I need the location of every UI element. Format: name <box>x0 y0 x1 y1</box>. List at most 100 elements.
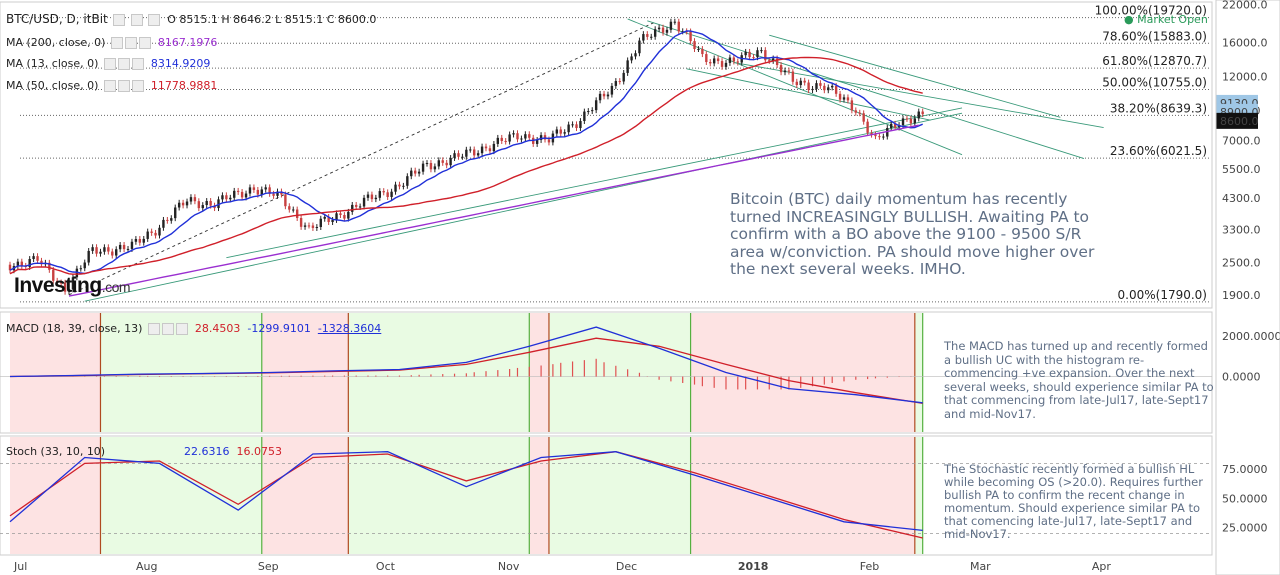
candle-body <box>118 244 122 250</box>
candle-body <box>815 83 818 89</box>
candle-body <box>469 149 472 151</box>
ma13-close-icon[interactable] <box>131 58 144 70</box>
candle-body <box>421 163 425 172</box>
price-tick-label: 4300.0 <box>1222 192 1261 205</box>
candle-body <box>307 225 311 227</box>
candle-body <box>414 170 417 174</box>
candle-body <box>295 209 299 218</box>
date-tick-label: Mar <box>970 560 991 573</box>
trend-line <box>627 18 963 156</box>
ma13-settings-icon[interactable] <box>117 58 130 70</box>
candle-body <box>764 50 767 61</box>
settings-icon[interactable] <box>130 14 143 26</box>
regime-band <box>100 437 262 554</box>
date-tick-label: Nov <box>498 560 520 573</box>
price-tag <box>1216 112 1258 129</box>
candle-body <box>756 50 759 58</box>
candle-body <box>874 134 877 137</box>
price-axis <box>1215 0 1280 575</box>
candle-body <box>280 191 283 195</box>
candle-body <box>791 71 795 82</box>
candle-body <box>768 60 771 62</box>
candle-body <box>311 225 315 228</box>
candle-body <box>846 97 850 101</box>
candle-body <box>240 191 244 198</box>
macd-tick-label: 2000.0000 <box>1222 330 1280 343</box>
fib-level-label: 0.00%(1790.0) <box>1118 288 1207 302</box>
ma200-label: MA (200, close, 0) <box>6 36 106 49</box>
ma200-visibility-icon[interactable] <box>110 37 123 49</box>
close-icon[interactable] <box>148 14 161 26</box>
candle-body <box>260 189 263 195</box>
candle-body <box>528 134 531 138</box>
candle-body <box>256 189 260 195</box>
candle-body <box>850 100 854 111</box>
candle-body <box>610 85 614 95</box>
candle-body <box>386 192 389 197</box>
visibility-icon[interactable] <box>113 14 126 26</box>
candle-body <box>221 195 224 200</box>
candle-body <box>99 251 102 254</box>
candle-body <box>366 194 370 198</box>
candle-body <box>162 219 165 228</box>
candle-body <box>862 113 865 122</box>
candle-body <box>653 29 657 37</box>
candle-body <box>146 231 149 239</box>
candle-body <box>724 62 728 67</box>
candle-body <box>799 80 802 86</box>
ma13-visibility-icon[interactable] <box>103 58 116 70</box>
candle-body <box>272 193 275 196</box>
candle-body <box>701 48 704 55</box>
candle-body <box>882 136 885 138</box>
brand-logo: Investing.com <box>14 274 131 298</box>
candle-body <box>909 118 913 124</box>
candle-body <box>209 200 212 206</box>
ma50-settings-icon[interactable] <box>117 80 130 92</box>
candle-body <box>351 204 354 212</box>
candle-body <box>677 21 680 32</box>
price-tick-label: 2500.0 <box>1222 256 1261 269</box>
macd-settings-icon[interactable] <box>161 323 174 335</box>
ma50-line <box>9 56 923 275</box>
date-tick-label: Oct <box>376 560 396 573</box>
candle-body <box>390 191 393 197</box>
macd-tick-label: 0.0000 <box>1222 371 1261 384</box>
candle-body <box>591 110 594 112</box>
macd-close-icon[interactable] <box>175 323 188 335</box>
candle-body <box>594 100 598 111</box>
stoch-tick-label: 75.0000 <box>1222 463 1268 476</box>
candle-body <box>626 60 629 73</box>
ma50-value: 11778.9881 <box>150 79 218 92</box>
macd-visibility-icon[interactable] <box>147 323 160 335</box>
stoch-values: 22.6316 16.0753 <box>184 445 282 458</box>
candle-body <box>189 197 193 202</box>
stoch-k-line <box>9 451 923 532</box>
candle-body <box>685 31 688 33</box>
candle-body <box>705 54 708 63</box>
candle-body <box>193 197 197 202</box>
candle-body <box>327 216 330 223</box>
candle-body <box>56 280 59 283</box>
candle-body <box>646 34 649 37</box>
candle-body <box>858 112 861 114</box>
candle-body <box>476 153 480 156</box>
candle-body <box>571 124 574 126</box>
ma200-value: 8167.1976 <box>157 36 218 49</box>
candle-body <box>170 218 173 221</box>
candle-body <box>736 61 739 63</box>
candle-body <box>697 48 700 50</box>
candle-body <box>720 61 724 67</box>
candle-body <box>638 40 641 54</box>
candle-body <box>20 261 24 266</box>
ma50-close-icon[interactable] <box>131 80 144 92</box>
ma200-close-icon[interactable] <box>138 37 151 49</box>
date-tick-label: Sep <box>258 560 279 573</box>
candle-body <box>602 93 606 97</box>
candle-body <box>504 140 507 142</box>
candle-body <box>484 146 488 149</box>
candle-body <box>831 85 834 88</box>
ma50-visibility-icon[interactable] <box>103 80 116 92</box>
ma200-settings-icon[interactable] <box>124 37 137 49</box>
macd-label: MACD (18, 39, close, 13) <box>6 322 143 335</box>
candle-body <box>752 57 755 59</box>
